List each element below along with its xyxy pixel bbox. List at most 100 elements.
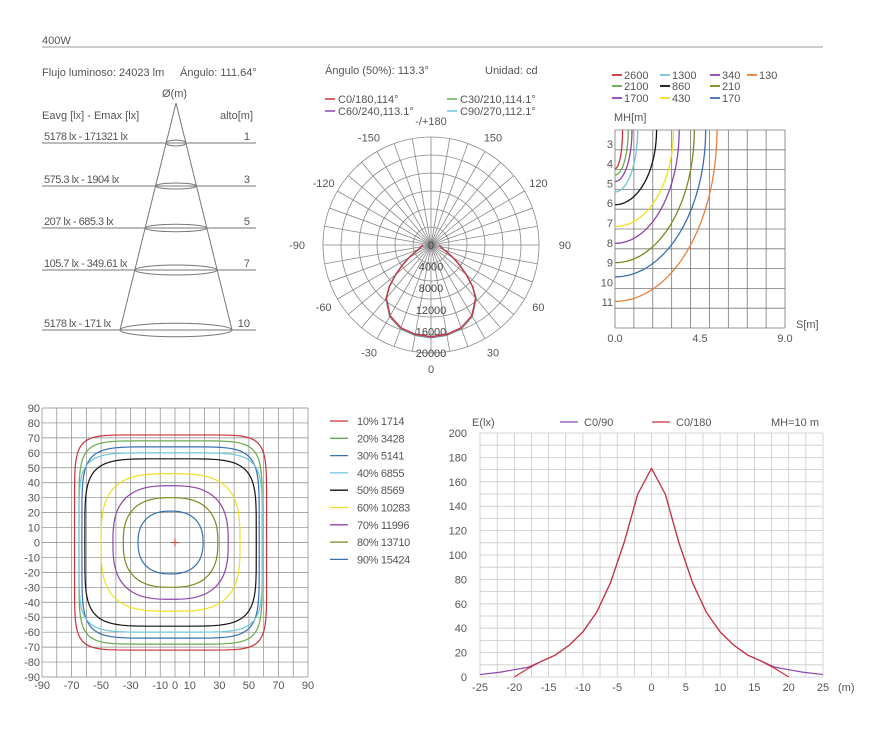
isolux-x-tick: 0.0 [607,333,622,345]
polar-angle-label: -90 [289,240,305,252]
contour-line [73,434,268,651]
contour-y-tick: 90 [28,403,40,415]
polar-spoke [430,244,533,283]
contour-y-tick: -90 [24,672,40,684]
cone-row-text: 207 lx - 685.3 lx [44,216,114,228]
contour-x-tick: -50 [93,680,109,692]
cone-row-height: 10 [238,318,250,330]
isolux-xlabel: S[m] [796,319,819,331]
polar-radial-label: 8000 [419,283,443,295]
contour-y-tick: -80 [24,657,40,669]
contour-y-tick: -70 [24,642,40,654]
contour-y-tick: -50 [24,612,40,624]
line-y-tick: 0 [461,672,467,684]
isolux-curve [614,129,695,264]
polar-spoke [337,190,432,246]
cone-panel: Flujo luminoso: 24023 lm Ángulo: 111.64°… [42,66,257,338]
cone-row-height: 5 [244,216,250,228]
isolux-curve [614,129,680,245]
line-panel: E(lx) MH=10 m (m) C0/90 C0/180 0 20 40 60 80 1… [449,417,855,694]
flux-text: Flujo luminoso: 24023 lm [42,67,164,79]
contour-y-tick: 60 [28,448,40,460]
isolux-legend-label: 340 [722,70,740,82]
polar-legend-label: C60/240,113.1° [338,106,414,118]
isolux-legend-label: 1300 [672,70,696,82]
contour-legend-label: 30% 5141 [357,451,404,463]
polar-spoke [430,143,469,246]
line-x-tick: 10 [714,682,726,694]
cone-row-height: 1 [244,131,250,143]
polar-angle-label: 30 [487,347,499,359]
isolux-legend-label: 210 [722,81,740,93]
cone-col-right: alto[m] [220,110,253,122]
cone-rows: 5178 lx - 171321 lx 1 575.3 lx - 1904 lx 3 2… [42,131,256,331]
line-x-tick: -20 [506,682,522,694]
polar-radial-label: 0 [428,240,434,252]
diameter-label: Ø(m) [162,88,187,100]
line-y-tick: 180 [449,452,467,464]
contour-y-tick: 50 [28,463,40,475]
isolux-legend-label: 2600 [624,70,648,82]
cone-row-height: 7 [244,258,250,270]
contour-y-tick: 0 [34,538,40,550]
line-note: MH=10 m [771,417,819,429]
line-x-tick: -5 [612,682,622,694]
polar-radial-label: 4000 [419,262,443,274]
line-y-tick: 60 [455,599,467,611]
polar-title: Ángulo (50%): 113.3° [325,64,429,77]
contour-y-tick: 20 [28,508,40,520]
contour-y-tick: -60 [24,627,40,639]
line-x-tick: 0 [648,682,654,694]
polar-angle-label: 120 [529,178,547,190]
polar-angle-label: -60 [316,302,332,314]
angle-text: Ángulo: 111.64° [180,66,257,79]
polar-spoke [393,143,432,246]
contour-line [112,485,229,600]
contour-y-tick: -40 [24,597,40,609]
polar-angle-label: 150 [484,133,502,145]
isolux-legend-label: 430 [672,93,690,105]
contour-line [81,446,260,639]
contour-legend-label: 20% 3428 [357,433,404,445]
isolux-legend-label: 170 [722,93,740,105]
contour-y-tick: 40 [28,478,40,490]
contour-x-tick: -70 [64,680,80,692]
polar-spoke [430,190,525,246]
line-ylabel: E(lx) [472,417,495,429]
contour-panel: 90 80 70 60 50 40 30 20 10 0 -10 -20 -30 -40 -50 -60 -70… [24,403,410,692]
contour-x-tick: -30 [123,680,139,692]
cone-row-text: 105.7 lx - 349.61 lx [44,258,128,270]
isolux-curve [614,129,707,278]
line-y-tick: 200 [449,428,467,440]
isolux-y-tick: 9 [607,258,613,270]
polar-diagram: -/+180 150 120 90 60 30 0 -30 -60 -90 -120 -150 0 400… [289,116,571,376]
polar-spoke [430,244,525,300]
cone-col-left: Eavg [lx] - Emax [lx] [42,110,139,122]
polar-radial-label: 20000 [416,348,447,360]
contour-line [100,473,241,612]
polar-spoke [430,162,501,246]
line-y-tick: 160 [449,477,467,489]
polar-unit: Unidad: cd [485,65,538,77]
line-x-tick: 5 [683,682,689,694]
isolux-curve [614,129,718,303]
contour-y-tick: 10 [28,523,40,535]
contour-y-tick: 70 [28,433,40,445]
polar-panel: Ángulo (50%): 113.3° Unidad: cd C0/180,1… [289,64,571,376]
isolux-curve [614,129,624,170]
isolux-y-tick: 7 [607,218,613,230]
line-y-tick: 120 [449,526,467,538]
line-x-tick: -25 [472,682,488,694]
contour-x-tick: 50 [243,680,255,692]
line-x-tick: 15 [748,682,760,694]
polar-spoke [430,244,514,315]
polar-spoke [430,207,533,246]
isolux-legend-label: 130 [759,70,777,82]
contour-x-tick: -10 [152,680,168,692]
polar-radial-label: 12000 [416,305,447,317]
cone-row-text: 575.3 lx - 1904 lx [44,174,120,186]
cone-edge-left [119,102,177,331]
polar-legend-label: C90/270,112.1° [460,106,536,118]
cone-row-text: 5178 lx - 171321 lx [44,131,128,143]
